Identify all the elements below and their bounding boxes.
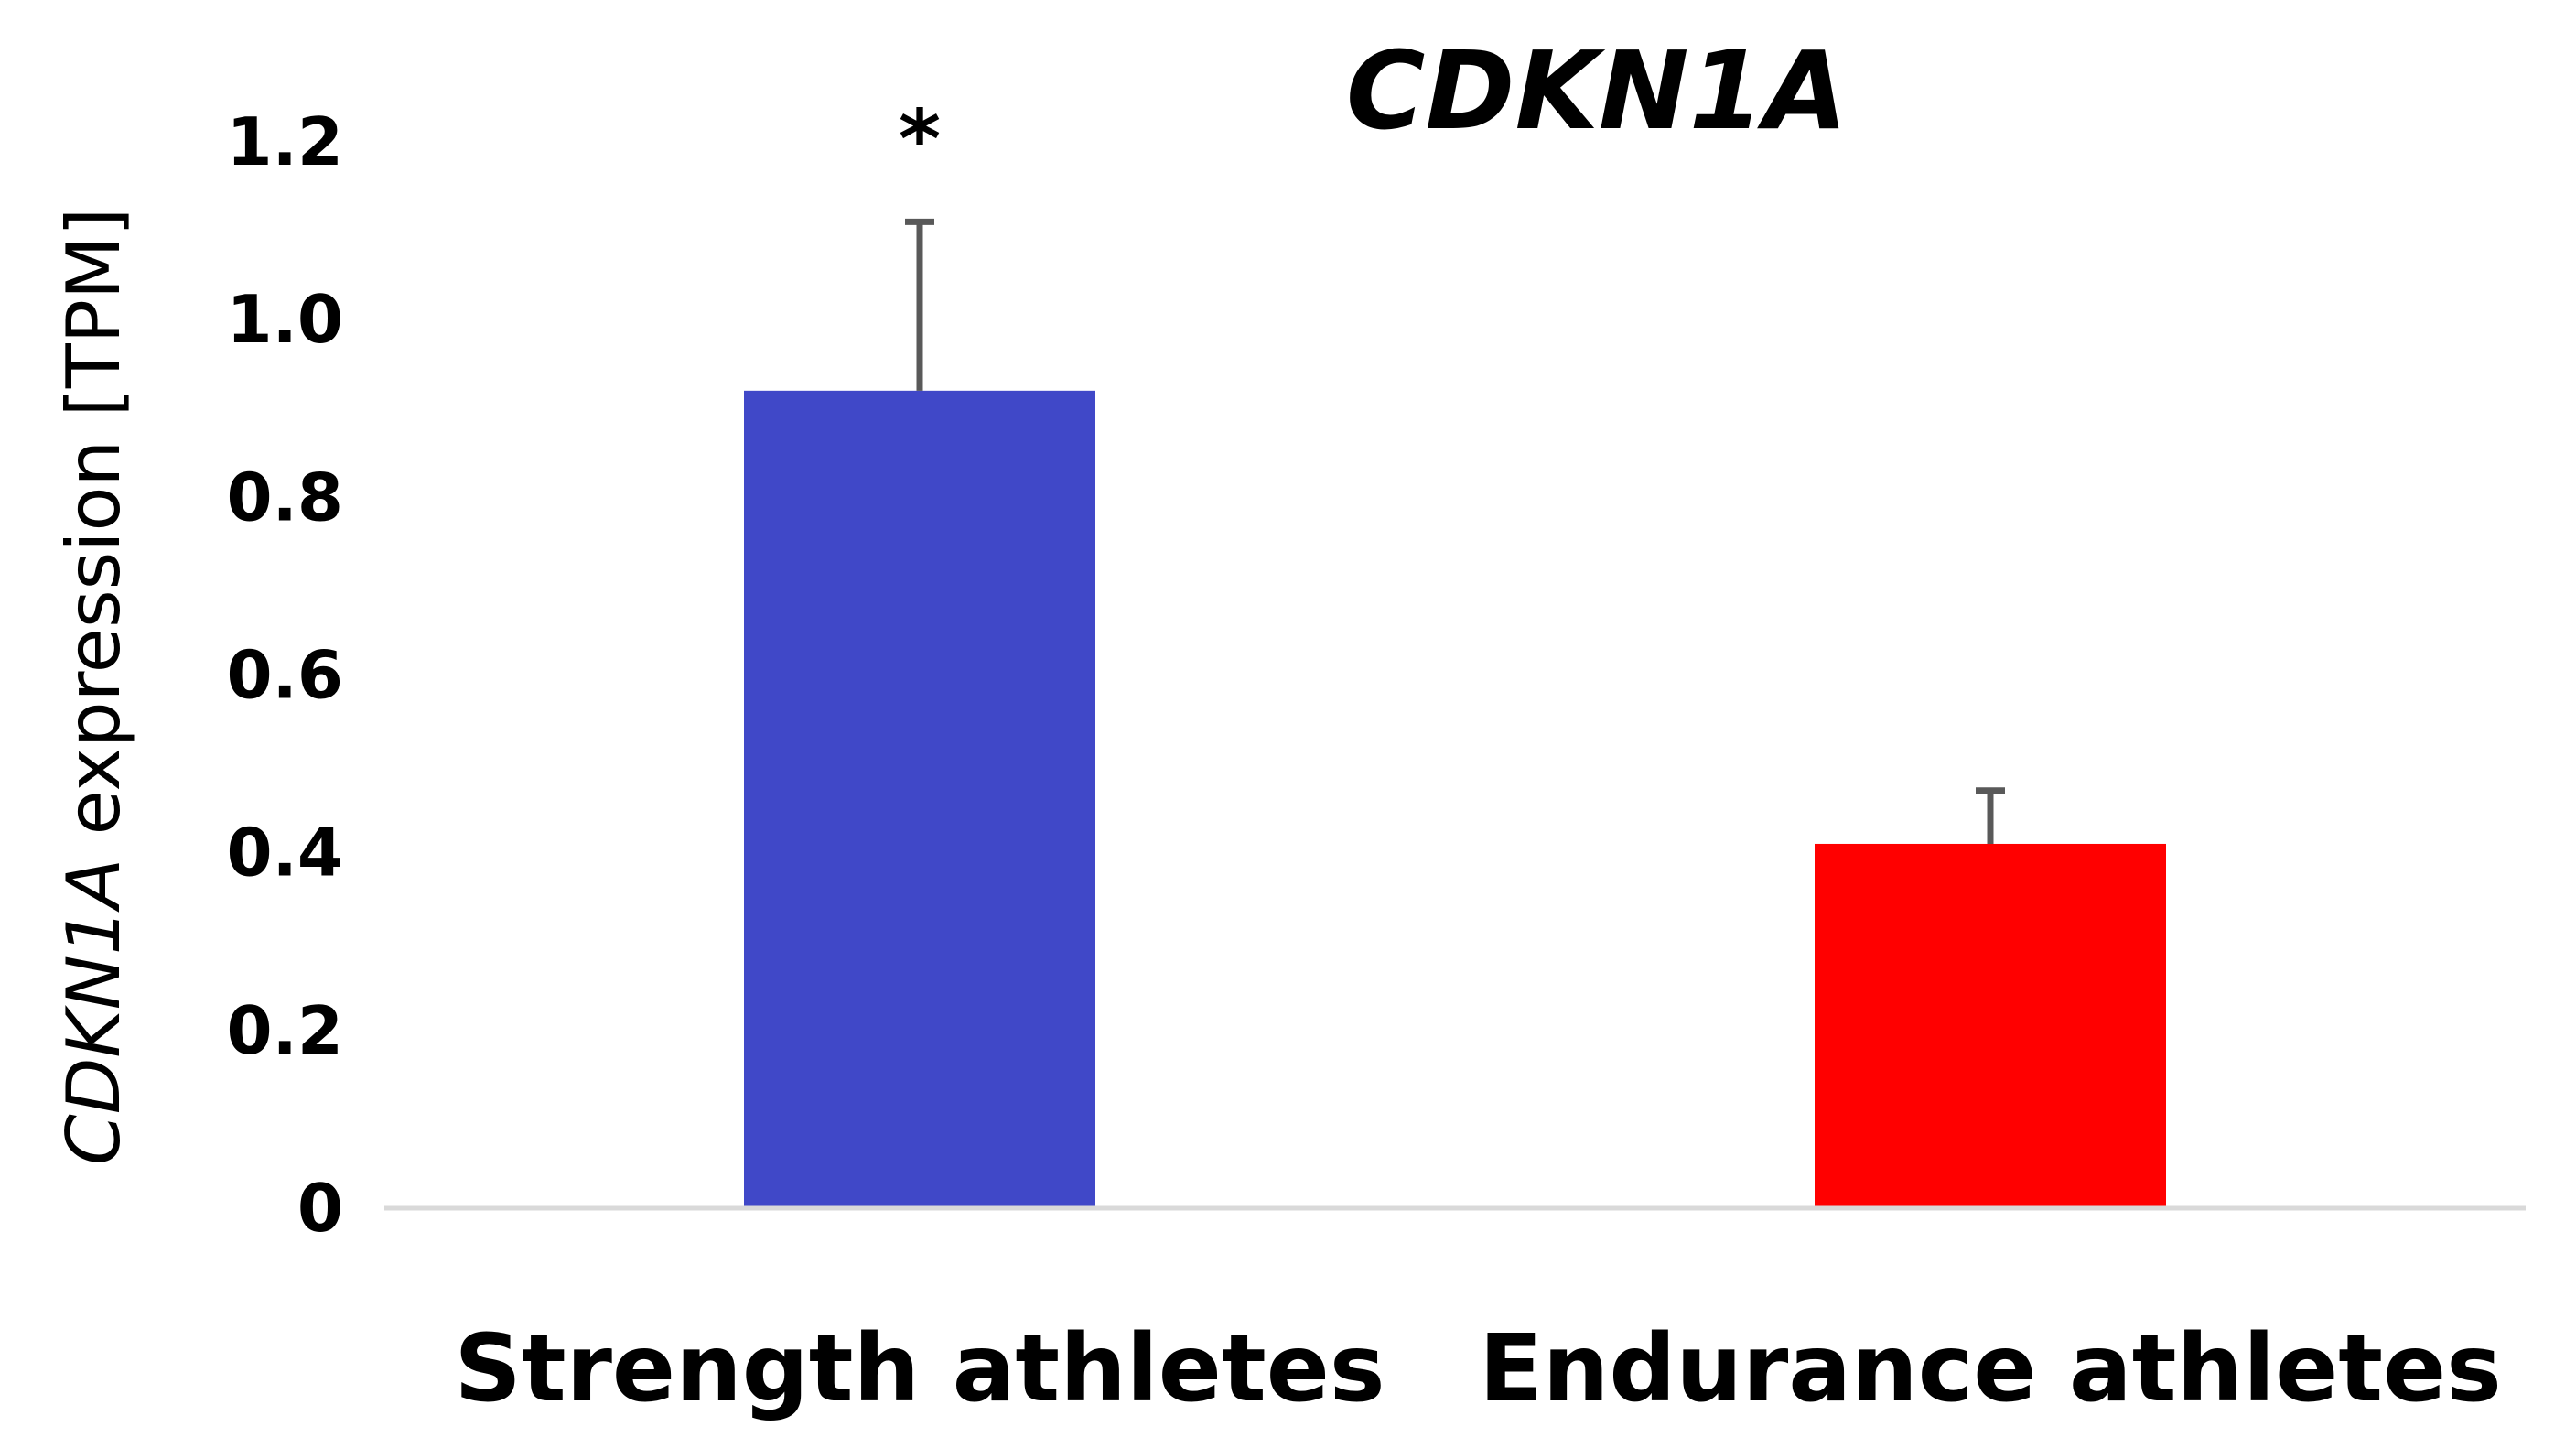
x-category-label: Endurance athletes [1479,1314,2502,1423]
y-tick-label: 0 [297,1170,343,1247]
x-category-label: Strength athletes [454,1314,1385,1423]
error-bars-group [905,218,2005,844]
bar-1 [744,390,1095,1208]
bars-group [744,390,2166,1208]
y-axis-label: CDKN1A expression [TPM] [51,208,136,1165]
annotations-group: * [899,92,941,186]
y-tick-label: 0.6 [226,637,343,714]
significance-marker: * [899,92,941,186]
y-tick-label: 0.8 [226,459,343,535]
y-axis-ticks: 0 0.2 0.4 0.6 0.8 1.0 1.2 [226,103,343,1247]
y-tick-label: 1.0 [226,281,343,358]
chart-title: CDKN1A [1346,27,1848,154]
y-axis-label-unit: expression [TPM] [51,208,136,859]
y-tick-label: 0.4 [226,815,343,891]
y-tick-label: 0.2 [226,992,343,1069]
y-tick-label: 1.2 [226,103,343,180]
x-axis-labels: Strength athletes Endurance athletes [454,1314,2502,1423]
bar-2 [1815,843,2166,1208]
y-axis-label-gene: CDKN1A [51,859,136,1165]
